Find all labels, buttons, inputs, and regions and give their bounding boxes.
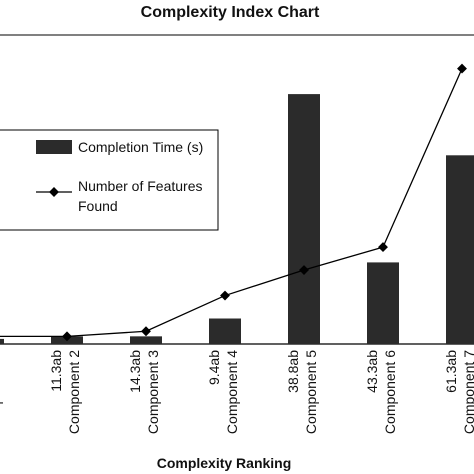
- tick-value-5: 38.8ab: [285, 350, 301, 393]
- bar-3: [130, 336, 162, 344]
- tick-category-2: Component 2: [66, 350, 82, 434]
- tick-category-6: Component 6: [382, 350, 398, 434]
- tick-category-4: Component 4: [224, 350, 240, 434]
- legend-line-label-line1: Number of Features: [78, 178, 203, 194]
- tick-value-6: 43.3ab: [364, 350, 380, 393]
- line-point-6: [378, 242, 388, 253]
- bar-series: [0, 94, 474, 344]
- tick-value-2: 11.3ab: [48, 350, 64, 392]
- bar-5: [288, 94, 320, 344]
- line-point-3: [141, 326, 151, 337]
- line-point-7: [457, 63, 467, 74]
- line-point-5: [299, 265, 309, 275]
- legend-bar-label: Completion Time (s): [78, 139, 203, 155]
- legend-line-label: Number of Features Found: [78, 178, 206, 214]
- legend-diamond-marker: [49, 187, 59, 197]
- line-point-4: [220, 290, 230, 301]
- tick-value-4: 9.4ab: [206, 350, 222, 385]
- tick-value-3: 14.3ab: [127, 350, 143, 393]
- x-axis-label: Complexity Ranking: [157, 455, 292, 471]
- legend: Completion Time (s) Number of Features F…: [0, 129, 219, 231]
- bar-4: [209, 318, 241, 344]
- bar-1: [0, 338, 4, 344]
- legend-bar-swatch: [36, 140, 72, 154]
- tick-category-5: Component 5: [303, 350, 319, 434]
- tick-category-1: Component 1: [0, 350, 3, 434]
- tick-value-7: 61.3ab: [443, 350, 459, 393]
- bar-6: [367, 262, 399, 344]
- chart-title: Complexity Index Chart: [141, 4, 320, 21]
- bar-7: [446, 155, 474, 344]
- tick-category-3: Component 3: [145, 350, 161, 434]
- tick-category-7: Component 7: [461, 350, 474, 434]
- legend-line-label-line2: Found: [78, 198, 118, 214]
